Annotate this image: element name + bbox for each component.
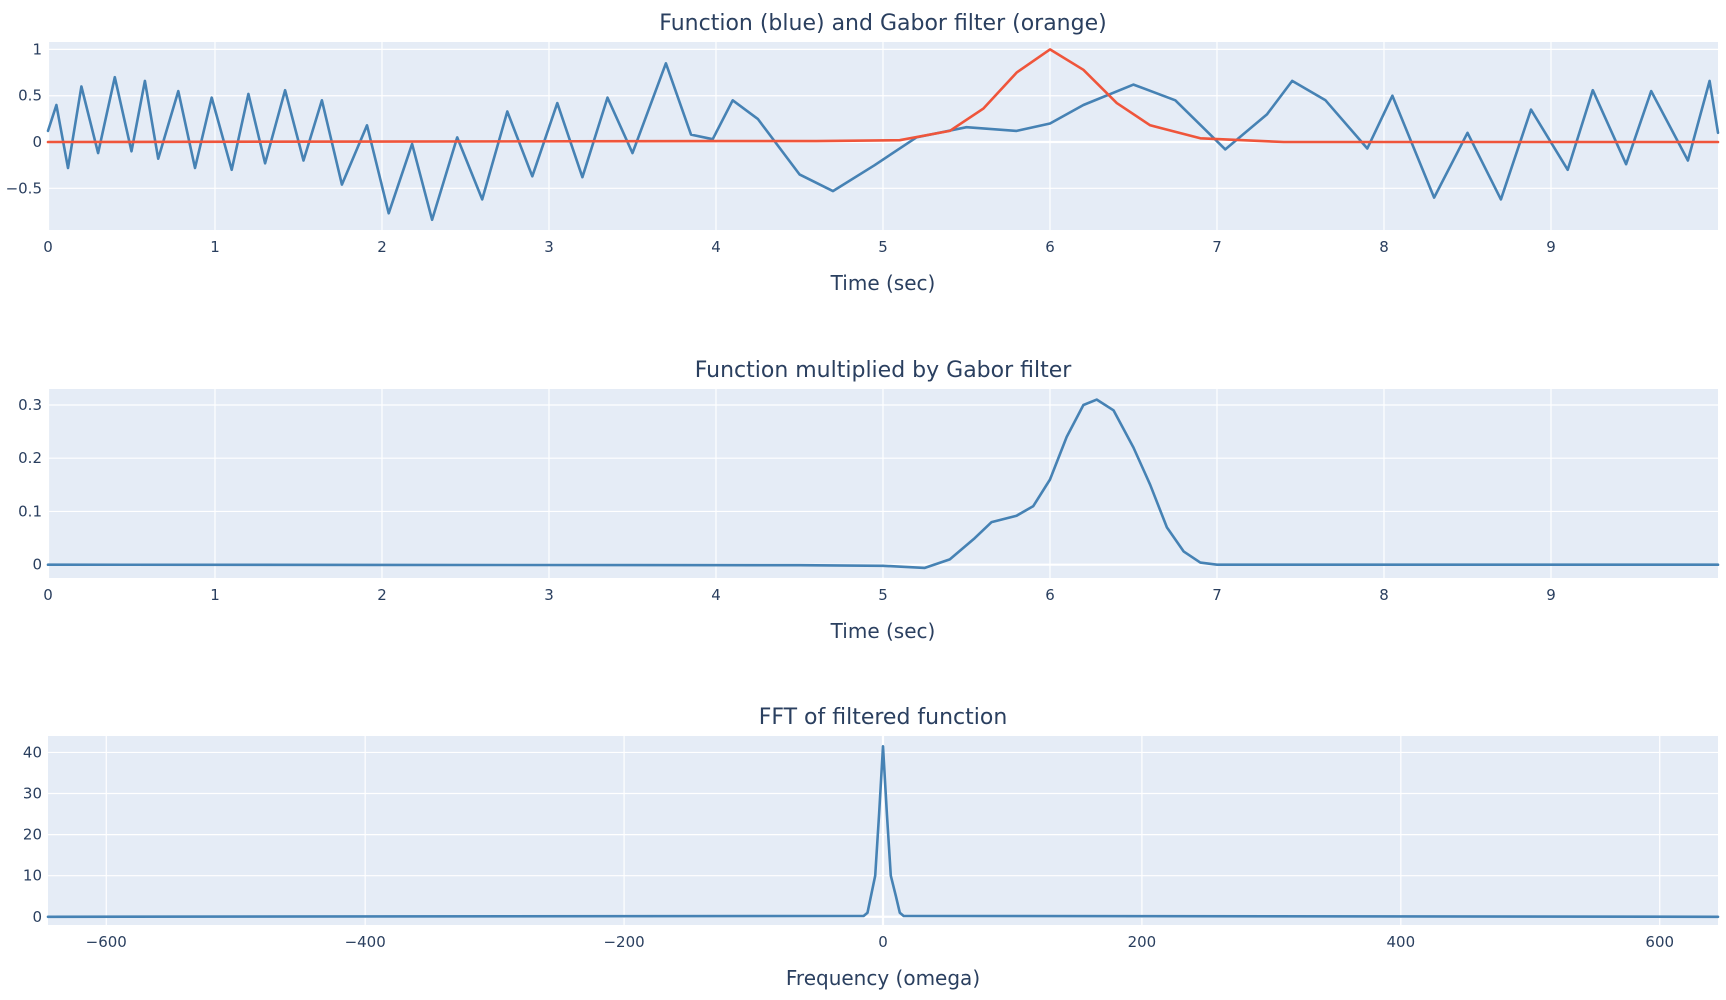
chart-2-title: Function multiplied by Gabor filter [695,358,1073,383]
x-ticks-1: 0 1 2 3 4 5 6 7 8 9 [43,238,1556,256]
x-tick-label: 5 [878,238,888,256]
series-line-1 [46,398,1720,570]
x-tick-label: 2 [377,238,387,256]
chart-3-xlabel: Frequency (omega) [786,966,980,990]
y-tick-label: −0.5 [6,179,42,197]
y-ticks-1: −0.5 0 0.5 1 [6,40,42,197]
x-tick-label: −200 [603,933,644,951]
y-tick-label: 0.2 [18,449,42,467]
y-tick-label: 1 [32,40,42,58]
y-tick-label: 30 [23,785,42,803]
chart-3-title: FFT of filtered function [759,705,1008,730]
x-tick-label: 9 [1546,238,1556,256]
x-ticks-3: −600 −400 −200 0 200 400 600 [86,933,1674,951]
series-line-2 [46,48,1720,144]
x-tick-label: 0 [43,586,53,604]
y-tick-label: 0 [32,133,42,151]
x-tick-label: 7 [1212,586,1222,604]
series-line-1 [46,61,1720,222]
x-tick-label: 4 [711,238,721,256]
y-tick-label: 0.5 [18,87,42,105]
x-tick-label: 0 [43,238,53,256]
x-tick-label: 6 [1045,238,1055,256]
x-tick-label: 9 [1546,586,1556,604]
y-tick-label: 10 [23,867,42,885]
chart-2: 0 0.1 0.2 0.3 0 1 2 3 4 5 6 7 8 9 Function multiplie… [18,358,1720,643]
x-tick-label: 0 [878,933,888,951]
y-tick-label: 0 [32,556,42,574]
x-ticks-2: 0 1 2 3 4 5 6 7 8 9 [43,586,1556,604]
y-tick-label: 20 [23,826,42,844]
x-tick-label: 400 [1387,933,1416,951]
series-line-1 [46,744,1720,919]
chart-1-xlabel: Time (sec) [830,271,936,295]
x-tick-label: 3 [544,586,554,604]
x-tick-label: 1 [210,586,220,604]
x-tick-label: −600 [86,933,127,951]
x-tick-label: 200 [1128,933,1157,951]
x-tick-label: 5 [878,586,888,604]
x-tick-label: 2 [377,586,387,604]
x-grid-1 [46,42,1552,230]
x-tick-label: 8 [1379,238,1389,256]
x-tick-label: 1 [210,238,220,256]
chart-1: −0.5 0 0.5 1 0 1 2 3 4 5 6 7 8 9 Function (blue) and… [6,11,1720,295]
chart-1-title: Function (blue) and Gabor filter (orange… [659,11,1106,36]
x-tick-label: −400 [345,933,386,951]
series-2 [46,398,1720,570]
y-tick-label: 40 [23,743,42,761]
chart-3: 0 10 20 30 40 −600 −400 −200 0 200 400 600 FFT of … [23,705,1720,990]
x-tick-label: 6 [1045,586,1055,604]
y-tick-label: 0.1 [18,502,42,520]
x-tick-label: 3 [544,238,554,256]
x-grid-2 [46,389,1552,578]
y-ticks-2: 0 0.1 0.2 0.3 [18,396,42,574]
series-1 [46,48,1720,222]
x-tick-label: 7 [1212,238,1222,256]
y-tick-label: 0 [32,908,42,926]
series-3 [46,744,1720,919]
x-tick-label: 4 [711,586,721,604]
y-ticks-3: 0 10 20 30 40 [23,743,42,925]
y-tick-label: 0.3 [18,396,42,414]
chart-2-xlabel: Time (sec) [830,619,936,643]
x-tick-label: 8 [1379,586,1389,604]
x-tick-label: 600 [1645,933,1674,951]
